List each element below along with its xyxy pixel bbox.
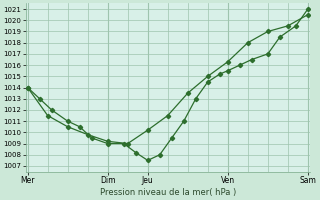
X-axis label: Pression niveau de la mer( hPa ): Pression niveau de la mer( hPa ) — [100, 188, 236, 197]
